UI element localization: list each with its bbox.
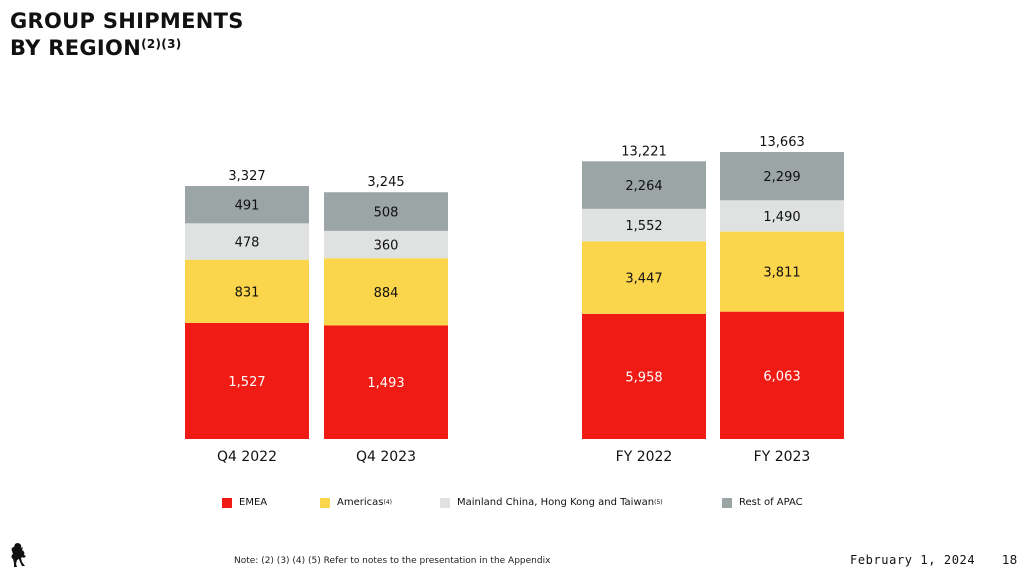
value-label-q4-2023-emea: 1,493 (367, 376, 404, 391)
title-line-2: BY REGION (10, 36, 142, 60)
total-label-q4-2022: 3,327 (228, 169, 265, 184)
legend-label-emea: EMEA (239, 497, 268, 508)
value-label-q4-2022-americas: 831 (235, 285, 260, 300)
value-label-q4-2022-rest-of-apac: 491 (235, 199, 260, 214)
value-label-fy-2022-mainland-china-hong-kong-and-taiwan: 1,552 (625, 219, 662, 234)
title-line-1: GROUP SHIPMENTS (10, 9, 244, 33)
total-label-q4-2023: 3,245 (367, 175, 404, 190)
bar-q4-2022-mainland-china-hong-kong-and-taiwan (185, 223, 309, 260)
legend-item-emea: EMEA (222, 497, 267, 508)
page-number: 18 (1002, 553, 1018, 567)
value-label-fy-2022-rest-of-apac: 2,264 (625, 179, 662, 194)
category-label-fy-2022: FY 2022 (616, 449, 673, 465)
legend-swatch-americas (320, 497, 330, 508)
value-label-fy-2023-mainland-china-hong-kong-and-taiwan: 1,490 (763, 210, 800, 225)
bar-fy-2023-rest-of-apac (720, 152, 844, 201)
bar-fy-2022-rest-of-apac (582, 161, 706, 209)
prancing-horse-icon (8, 542, 28, 572)
page-title: GROUP SHIPMENTS BY REGION(2)(3) (10, 10, 244, 60)
bar-q4-2023-emea (324, 325, 448, 439)
bar-q4-2023-americas (324, 258, 448, 326)
bar-q4-2022-emea (185, 322, 309, 439)
chart-legend: EMEA Americas (4) Mainland China, Hong Ko… (0, 497, 1024, 513)
presentation-date: February 1, 2024 (850, 553, 976, 567)
category-label-q4-2022: Q4 2022 (217, 449, 277, 465)
bar-fy-2022-mainland-china-hong-kong-and-taiwan (582, 208, 706, 242)
bar-q4-2023-mainland-china-hong-kong-and-taiwan (324, 230, 448, 259)
value-label-q4-2023-rest-of-apac: 508 (374, 206, 399, 221)
footnote: Note: (2) (3) (4) (5) Refer to notes to … (234, 556, 551, 566)
shipments-stacked-bar-chart: 1,527 831 478 491 3,327 Q4 2022 1,493 884 360 508… (185, 135, 844, 465)
bar-q4-2022-rest-of-apac (185, 186, 309, 224)
legend-item-rest-of-apac: Rest of APAC (722, 497, 803, 508)
legend-label-mainland-china: Mainland China, Hong Kong and Taiwan (457, 497, 655, 508)
total-label-fy-2023: 13,663 (759, 135, 805, 150)
legend-item-mainland-china: Mainland China, Hong Kong and Taiwan (5) (440, 497, 663, 508)
value-label-fy-2022-americas: 3,447 (625, 272, 662, 287)
bar-fy-2022-emea (582, 313, 706, 439)
value-label-q4-2023-mainland-china-hong-kong-and-taiwan: 360 (374, 239, 399, 254)
bar-fy-2023-americas (720, 231, 844, 312)
category-label-fy-2023: FY 2023 (754, 449, 811, 465)
value-label-q4-2022-emea: 1,527 (228, 375, 265, 390)
legend-sup-mainland-china: (5) (654, 499, 663, 506)
value-label-q4-2023-americas: 884 (374, 286, 399, 301)
legend-item-americas: Americas (4) (320, 497, 392, 508)
legend-label-americas: Americas (337, 497, 384, 508)
value-label-fy-2023-rest-of-apac: 2,299 (763, 170, 800, 185)
bar-q4-2022-americas (185, 259, 309, 323)
legend-label-rest-of-apac: Rest of APAC (739, 497, 803, 508)
value-label-fy-2023-americas: 3,811 (763, 266, 800, 281)
bar-fy-2022-americas (582, 241, 706, 314)
total-label-fy-2022: 13,221 (621, 144, 667, 159)
value-label-fy-2022-emea: 5,958 (625, 370, 662, 385)
bar-fy-2023-mainland-china-hong-kong-and-taiwan (720, 200, 844, 232)
legend-swatch-rest-of-apac (722, 497, 732, 508)
value-label-fy-2023-emea: 6,063 (763, 369, 800, 384)
title-superscript: (2)(3) (141, 37, 182, 51)
legend-swatch-mainland-china (440, 497, 450, 508)
bar-fy-2023-emea (720, 311, 844, 439)
legend-swatch-emea (222, 497, 232, 508)
category-label-q4-2023: Q4 2023 (356, 449, 416, 465)
bar-q4-2023-rest-of-apac (324, 192, 448, 231)
value-label-q4-2022-mainland-china-hong-kong-and-taiwan: 478 (235, 236, 260, 251)
legend-sup-americas: (4) (383, 499, 392, 506)
